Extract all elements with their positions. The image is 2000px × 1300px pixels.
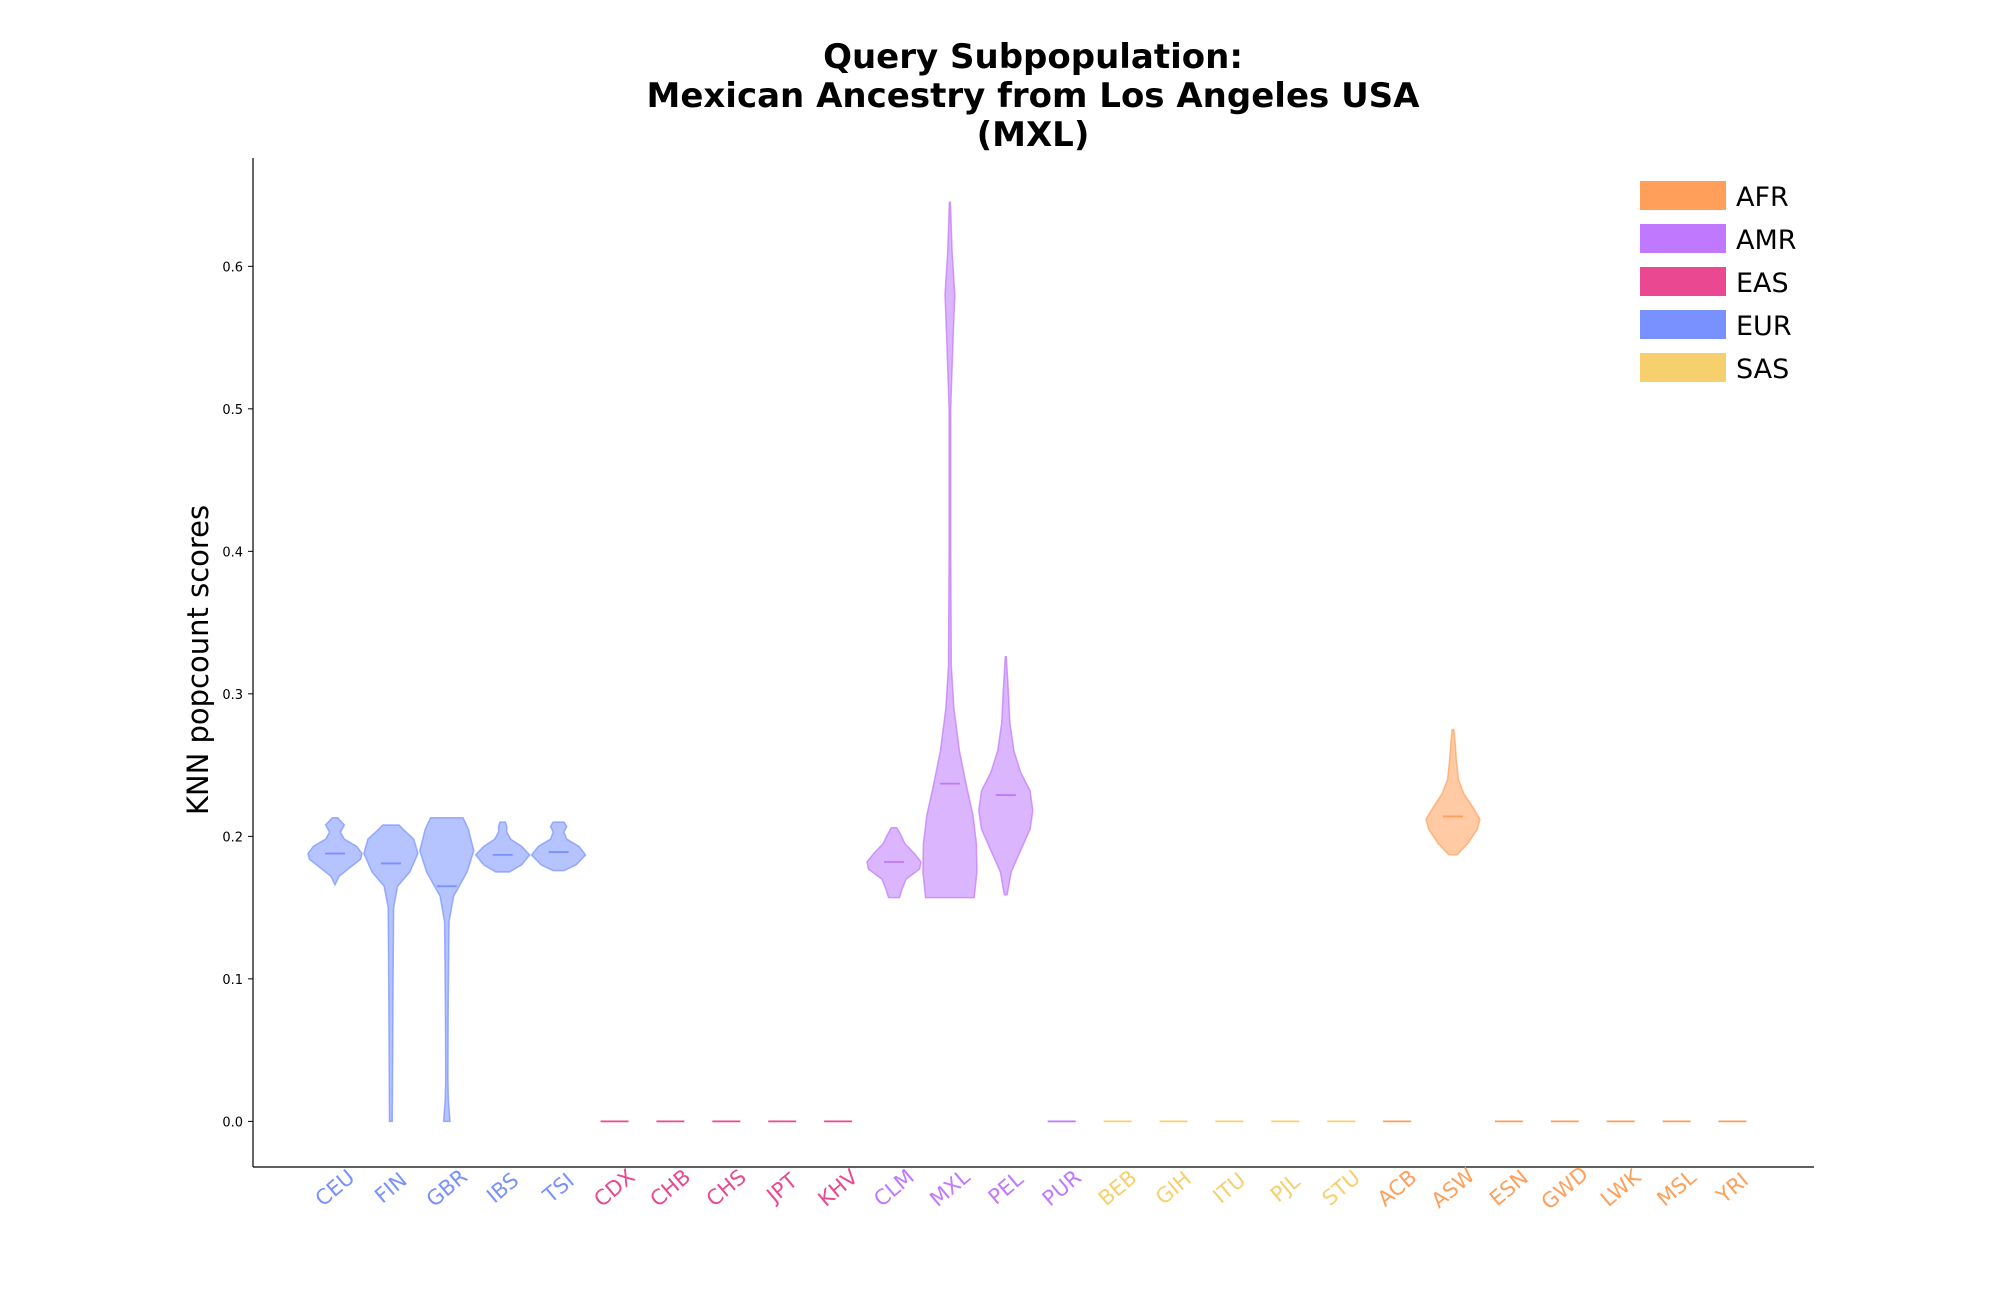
- x-tick-label: KHV: [814, 1164, 864, 1211]
- title-line-3: (MXL): [977, 115, 1090, 155]
- legend-swatch: [1640, 353, 1726, 382]
- violin-body: [1425, 728, 1481, 856]
- legend: AFR AMR EAS EUR SAS: [1640, 181, 1797, 385]
- violin-body: [922, 201, 978, 899]
- legend-swatch: [1640, 224, 1726, 253]
- x-tick-label: ASW: [1427, 1163, 1480, 1213]
- violin-asw: [1425, 728, 1481, 856]
- chart-title: Query Subpopulation: Mexican Ancestry fr…: [646, 37, 1420, 155]
- x-tick-label: CDX: [589, 1164, 639, 1211]
- y-axis-ticks: 0.0 0.1 0.2 0.3 0.4 0.5 0.6: [222, 260, 253, 1130]
- legend-item-eas: EAS: [1640, 267, 1789, 299]
- legend-item-eur: EUR: [1640, 310, 1792, 342]
- x-tick-label: ITU: [1209, 1168, 1251, 1209]
- legend-label: EAS: [1736, 268, 1789, 299]
- x-tick-label: PUR: [1038, 1165, 1086, 1211]
- x-tick-label: YRI: [1711, 1168, 1753, 1209]
- y-tick-label: 0.3: [222, 688, 243, 703]
- legend-swatch: [1640, 310, 1726, 339]
- y-tick-label: 0.2: [222, 830, 243, 845]
- violin-tsi: [530, 821, 587, 872]
- violin-fin: [363, 824, 419, 1123]
- x-tick-label: TSI: [538, 1168, 579, 1208]
- y-axis-label: KNN popcount scores: [181, 505, 215, 815]
- x-axis-ticks: CEU FIN GBR IBS TSI CDX CHB CHS JPT KHV CLM MXL PEL P…: [311, 1162, 1753, 1215]
- x-tick-label: ACB: [1373, 1165, 1421, 1211]
- violin-gbr: [419, 817, 475, 1123]
- y-tick-label: 0.1: [222, 973, 243, 988]
- legend-swatch: [1640, 267, 1726, 296]
- y-tick-label: 0.5: [222, 403, 243, 418]
- violin-ceu: [307, 817, 363, 887]
- x-tick-label: JPT: [761, 1169, 802, 1209]
- x-tick-label: MSL: [1652, 1165, 1701, 1211]
- violin-body: [474, 821, 531, 873]
- x-tick-label: STU: [1318, 1165, 1365, 1210]
- title-line-1: Query Subpopulation:: [823, 37, 1243, 77]
- y-tick-label: 0.6: [222, 260, 243, 275]
- x-tick-label: CHS: [702, 1165, 751, 1212]
- x-tick-label: PJL: [1266, 1169, 1305, 1207]
- legend-swatch: [1640, 181, 1726, 210]
- y-tick-label: 0.0: [222, 1115, 243, 1130]
- x-tick-label: PEL: [984, 1167, 1028, 1210]
- y-tick-label: 0.4: [222, 545, 243, 560]
- x-tick-label: GWD: [1537, 1162, 1593, 1215]
- x-tick-label: GIH: [1151, 1167, 1196, 1210]
- x-tick-label: CLM: [869, 1165, 919, 1212]
- legend-item-sas: SAS: [1640, 353, 1789, 385]
- title-line-2: Mexican Ancestry from Los Angeles USA: [646, 76, 1420, 116]
- violin-body: [363, 824, 419, 1123]
- violin-ibs: [474, 821, 531, 873]
- x-tick-label: FIN: [370, 1168, 411, 1208]
- x-tick-label: IBS: [482, 1168, 523, 1208]
- violin-pel: [978, 656, 1034, 896]
- x-tick-label: BEB: [1094, 1165, 1142, 1210]
- x-tick-label: LWK: [1596, 1164, 1646, 1212]
- plot-area: [252, 158, 1814, 1168]
- x-tick-label: CHB: [645, 1164, 695, 1211]
- legend-item-amr: AMR: [1640, 224, 1797, 256]
- legend-label: AFR: [1736, 182, 1789, 213]
- x-tick-label: GBR: [422, 1164, 472, 1211]
- violin-body: [530, 821, 587, 872]
- legend-label: SAS: [1736, 354, 1789, 385]
- violin-clm: [866, 827, 922, 899]
- violin-body: [419, 817, 475, 1123]
- violin-mxl: [922, 201, 978, 899]
- x-tick-label: ESN: [1485, 1165, 1533, 1211]
- x-tick-label: MXL: [925, 1164, 975, 1211]
- x-tick-label: CEU: [311, 1165, 360, 1211]
- legend-item-afr: AFR: [1640, 181, 1789, 213]
- legend-label: EUR: [1736, 311, 1792, 342]
- violin-body: [978, 656, 1034, 896]
- legend-label: AMR: [1736, 225, 1797, 256]
- violin-body: [307, 817, 363, 887]
